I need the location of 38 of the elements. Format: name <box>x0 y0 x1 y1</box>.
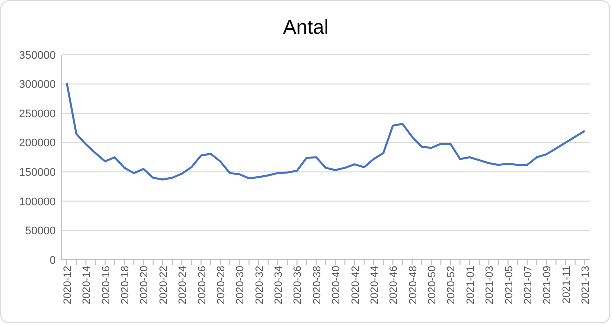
y-tick-label: 300000 <box>19 79 56 92</box>
x-tick-label: 2021-11 <box>560 266 573 304</box>
x-tick-label: 2020-16 <box>100 266 112 305</box>
y-tick-label: 350000 <box>19 50 56 62</box>
x-tick-label: 2021-09 <box>542 266 554 305</box>
x-tick-label: 2020-22 <box>158 266 170 305</box>
x-tick-label: 2020-42 <box>350 266 362 305</box>
x-tick-label: 2020-50 <box>426 266 439 305</box>
x-tick-label: 2021-01 <box>464 266 477 305</box>
y-tick-label: 100000 <box>19 196 56 208</box>
x-tick-label: 2020-26 <box>196 266 208 305</box>
x-tick-label: 2020-44 <box>368 266 381 305</box>
chart-title: Antal <box>283 17 329 39</box>
x-tick-label: 2020-12 <box>62 266 74 305</box>
line-series <box>66 82 586 181</box>
x-tick-label: 2020-46 <box>388 266 400 305</box>
x-tick-label: 2020-48 <box>407 266 420 305</box>
x-tick-label: 2020-36 <box>292 266 304 305</box>
x-tick-label: 2020-24 <box>177 266 190 305</box>
x-tick-label: 2020-14 <box>81 266 94 305</box>
y-tick-label: 0 <box>50 254 56 267</box>
x-tick-label: 2021-05 <box>503 266 516 305</box>
y-tick-label: 50000 <box>25 226 56 238</box>
x-tick-label: 2021-03 <box>484 266 496 305</box>
x-tick-label: 2020-38 <box>311 266 324 305</box>
y-tick-label: 250000 <box>19 108 56 120</box>
x-tick-label: 2021-13 <box>580 266 592 305</box>
x-tick-label: 2021-07 <box>522 266 534 305</box>
x-tick-label: 2020-32 <box>254 266 266 305</box>
y-tick-label: 150000 <box>19 166 56 179</box>
x-tick-label: 2020-28 <box>215 266 228 305</box>
x-tick-label: 2020-34 <box>273 266 286 305</box>
x-tick-label: 2020-52 <box>446 266 458 305</box>
x-tick-label: 2020-30 <box>234 266 247 305</box>
y-tick-label: 200000 <box>19 138 56 150</box>
x-tick-label: 2020-40 <box>330 266 343 305</box>
x-tick-label: 2020-20 <box>138 266 151 305</box>
x-tick-label: 2020-18 <box>120 266 132 305</box>
